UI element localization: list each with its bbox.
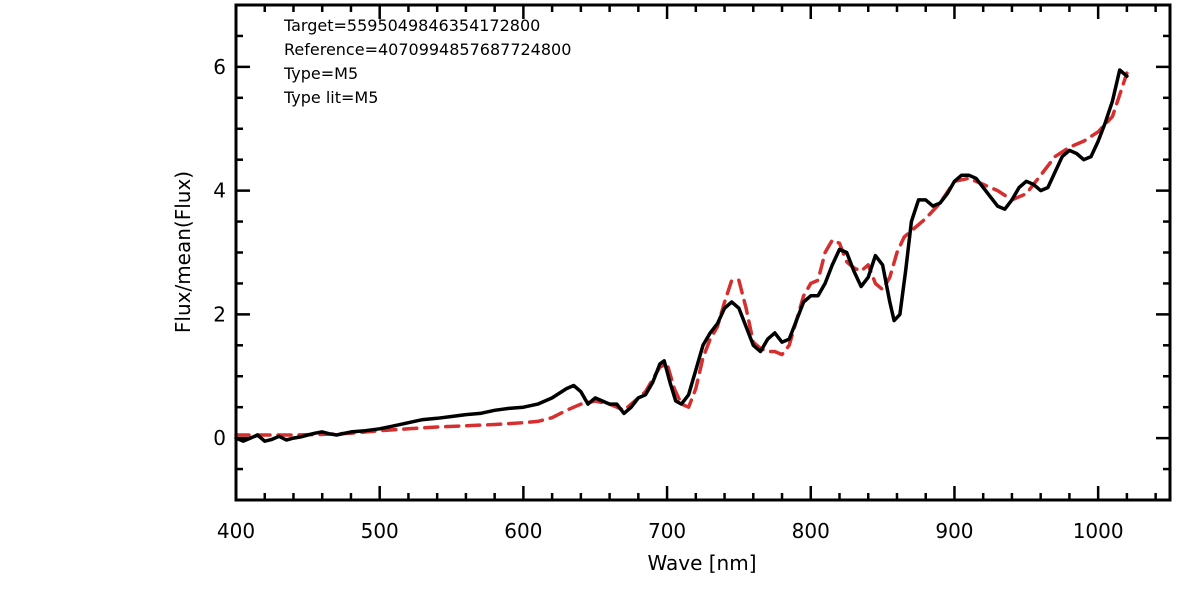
annotation-type-lit: Type lit=M5: [283, 88, 378, 107]
y-tick-label: 0: [213, 426, 226, 450]
x-axis-title: Wave [nm]: [647, 551, 756, 575]
annotation-reference: Reference=4070994857687724800: [284, 40, 571, 59]
series-layer: [234, 68, 1129, 443]
ticks-layer: [234, 3, 1170, 502]
tick-labels-layer: 400 500 600 700 800 900 1000 0 2 4 6: [213, 55, 1123, 543]
y-tick-label: 6: [213, 55, 226, 79]
y-axis-title: Flux/mean(Flux): [171, 171, 195, 333]
annotations: Target=5595049846354172800 Reference=407…: [283, 16, 571, 107]
target-spectrum-line: [234, 68, 1129, 443]
x-tick-label: 800: [792, 519, 830, 543]
x-tick-label: 500: [361, 519, 399, 543]
x-tick-label: 900: [935, 519, 973, 543]
x-tick-label: 700: [648, 519, 686, 543]
x-tick-label: 1000: [1073, 519, 1124, 543]
y-tick-label: 2: [213, 302, 226, 326]
x-tick-label: 400: [217, 519, 255, 543]
reference-spectrum-line: [234, 71, 1129, 437]
y-tick-label: 4: [213, 179, 226, 203]
annotation-type: Type=M5: [283, 64, 358, 83]
annotation-target: Target=5595049846354172800: [283, 16, 540, 35]
plot-frame: [234, 3, 1172, 502]
x-tick-label: 600: [504, 519, 542, 543]
